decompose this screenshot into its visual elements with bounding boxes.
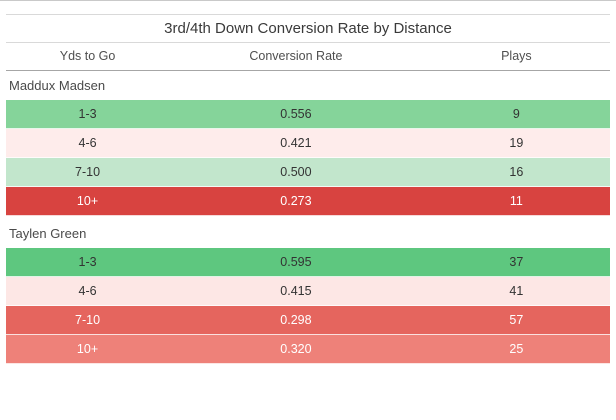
column-header-row: Yds to Go Conversion Rate Plays — [6, 43, 610, 71]
column-header-yds-to-go[interactable]: Yds to Go — [59, 49, 116, 63]
cell-plays: 25 — [509, 342, 524, 356]
conversion-rate-table: 3rd/4th Down Conversion Rate by Distance… — [6, 14, 610, 364]
cell-conversion-rate: 0.415 — [280, 284, 312, 298]
cell-yds-to-go: 1-3 — [78, 255, 97, 269]
cell-yds-to-go: 4-6 — [78, 284, 97, 298]
cell-conversion-rate: 0.320 — [280, 342, 312, 356]
cell-conversion-rate: 0.298 — [280, 313, 312, 327]
table-row[interactable]: 4-6 0.415 41 — [6, 277, 610, 306]
table-row[interactable]: 7-10 0.298 57 — [6, 306, 610, 335]
cell-plays: 41 — [509, 284, 524, 298]
table-row[interactable]: 7-10 0.500 16 — [6, 158, 610, 187]
player-section-label-maddux-madsen: Maddux Madsen — [6, 71, 610, 100]
cell-yds-to-go: 7-10 — [75, 313, 101, 327]
cell-yds-to-go: 4-6 — [78, 136, 97, 150]
table-row[interactable]: 10+ 0.273 11 — [6, 187, 610, 216]
table-title: 3rd/4th Down Conversion Rate by Distance — [6, 14, 610, 43]
cell-conversion-rate: 0.421 — [280, 136, 312, 150]
cell-yds-to-go: 7-10 — [75, 165, 101, 179]
cell-plays: 9 — [512, 107, 520, 121]
cell-conversion-rate: 0.595 — [280, 255, 312, 269]
cell-conversion-rate: 0.273 — [280, 194, 312, 208]
column-header-plays[interactable]: Plays — [501, 49, 532, 63]
cell-conversion-rate: 0.556 — [280, 107, 312, 121]
cell-conversion-rate: 0.500 — [280, 165, 312, 179]
cell-plays: 19 — [509, 136, 524, 150]
cell-yds-to-go: 10+ — [76, 194, 99, 208]
column-header-conversion-rate[interactable]: Conversion Rate — [249, 49, 343, 63]
cell-plays: 57 — [509, 313, 524, 327]
table-row[interactable]: 1-3 0.595 37 — [6, 248, 610, 277]
cell-plays: 11 — [509, 194, 523, 208]
cell-plays: 37 — [509, 255, 524, 269]
cell-plays: 16 — [509, 165, 524, 179]
table-row[interactable]: 10+ 0.320 25 — [6, 335, 610, 364]
cell-yds-to-go: 10+ — [76, 342, 99, 356]
player-section-label-taylen-green: Taylen Green — [6, 216, 610, 248]
table-row[interactable]: 4-6 0.421 19 — [6, 129, 610, 158]
page-top-border — [0, 0, 616, 1]
table-row[interactable]: 1-3 0.556 9 — [6, 100, 610, 129]
cell-yds-to-go: 1-3 — [78, 107, 97, 121]
